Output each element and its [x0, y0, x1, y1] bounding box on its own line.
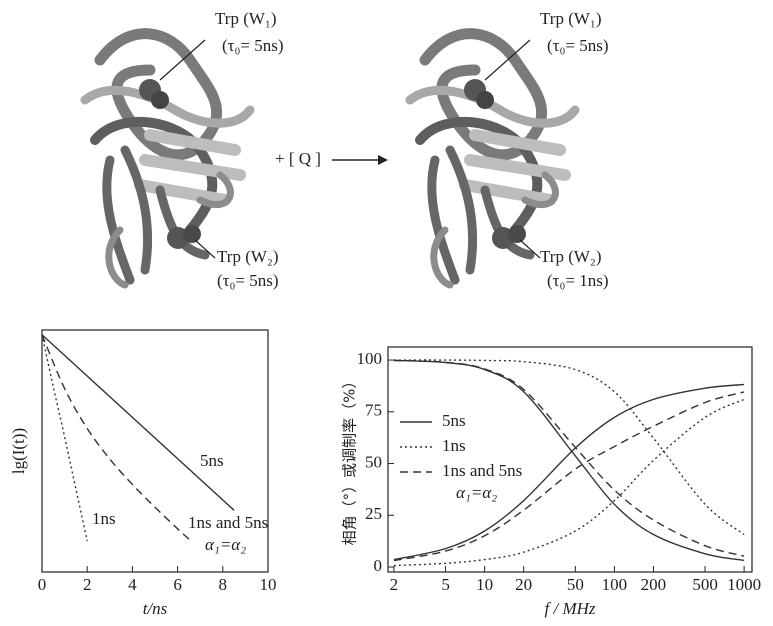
x-tick-label: 20	[515, 575, 532, 594]
x-tick-label: 5	[441, 575, 450, 594]
y-tick-label: 25	[365, 504, 382, 523]
figure-label: (τ₀= 5ns)	[217, 271, 279, 290]
x-tick-label: 8	[219, 575, 228, 594]
series-label: 1ns	[92, 509, 116, 528]
y-axis-label: 相角（°）或调制率（%）	[341, 374, 359, 546]
x-tick-label: 10	[260, 575, 277, 594]
y-axis-label: lg(I(t))	[9, 428, 28, 474]
x-tick-label: 4	[128, 575, 137, 594]
data-line	[393, 359, 745, 557]
plot-frame	[387, 346, 753, 573]
x-tick-label: 2	[83, 575, 92, 594]
figure-label: Trp (W₂)	[540, 247, 602, 266]
chart: 0 2 4 6 8 10 t/ns lg(I(t)) 5ns 1ns 1ns and 5ns α₁=α…	[9, 329, 277, 618]
y-tick-label: 75	[365, 401, 382, 420]
data-line	[41, 334, 88, 542]
annotation: α₁=α₂	[456, 483, 497, 502]
figure-label: + [ Q ]	[275, 149, 321, 168]
series-label: 5ns	[200, 451, 224, 470]
data-line	[393, 398, 745, 567]
data-line	[393, 359, 745, 536]
plot-frame	[41, 329, 269, 573]
data-line	[41, 334, 235, 511]
y-tick-label: 0	[374, 556, 383, 575]
x-axis-label: f / MHz	[545, 599, 596, 618]
x-tick-label: 6	[173, 575, 182, 594]
series-label: 1ns and 5ns	[188, 513, 268, 532]
legend-label: 5ns	[442, 411, 466, 430]
x-axis-label: t/ns	[143, 599, 168, 618]
figure-label: (τ₀= 1ns)	[547, 271, 609, 290]
arrow-head	[378, 155, 388, 165]
y-tick-label: 100	[357, 349, 383, 368]
x-tick-label: 2	[390, 575, 399, 594]
figure-label: Trp (W₁)	[215, 9, 277, 28]
figure-label: Trp (W₂)	[217, 247, 279, 266]
x-tick-label: 0	[38, 575, 47, 594]
x-tick-label: 10	[476, 575, 493, 594]
data-line	[393, 391, 745, 562]
figure-labels: Trp (W₁) (τ₀= 5ns) Trp (W₂) (τ₀= 5ns) + [ Q …	[215, 9, 609, 290]
y-tick-label: 50	[365, 452, 382, 471]
figure-label: (τ₀= 5ns)	[222, 36, 284, 55]
x-tick-label: 500	[692, 575, 718, 594]
x-tick-label: 50	[567, 575, 584, 594]
legend-label: 1ns and 5ns	[442, 461, 522, 480]
figure-label: Trp (W₁)	[540, 9, 602, 28]
annotation: α₁=α₂	[205, 535, 246, 554]
x-tick-label: 1000	[727, 575, 761, 594]
legend-label: 1ns	[442, 436, 466, 455]
x-tick-label: 100	[602, 575, 628, 594]
figure-label: (τ₀= 5ns)	[547, 36, 609, 55]
x-tick-label: 200	[641, 575, 667, 594]
data-line	[41, 334, 192, 542]
